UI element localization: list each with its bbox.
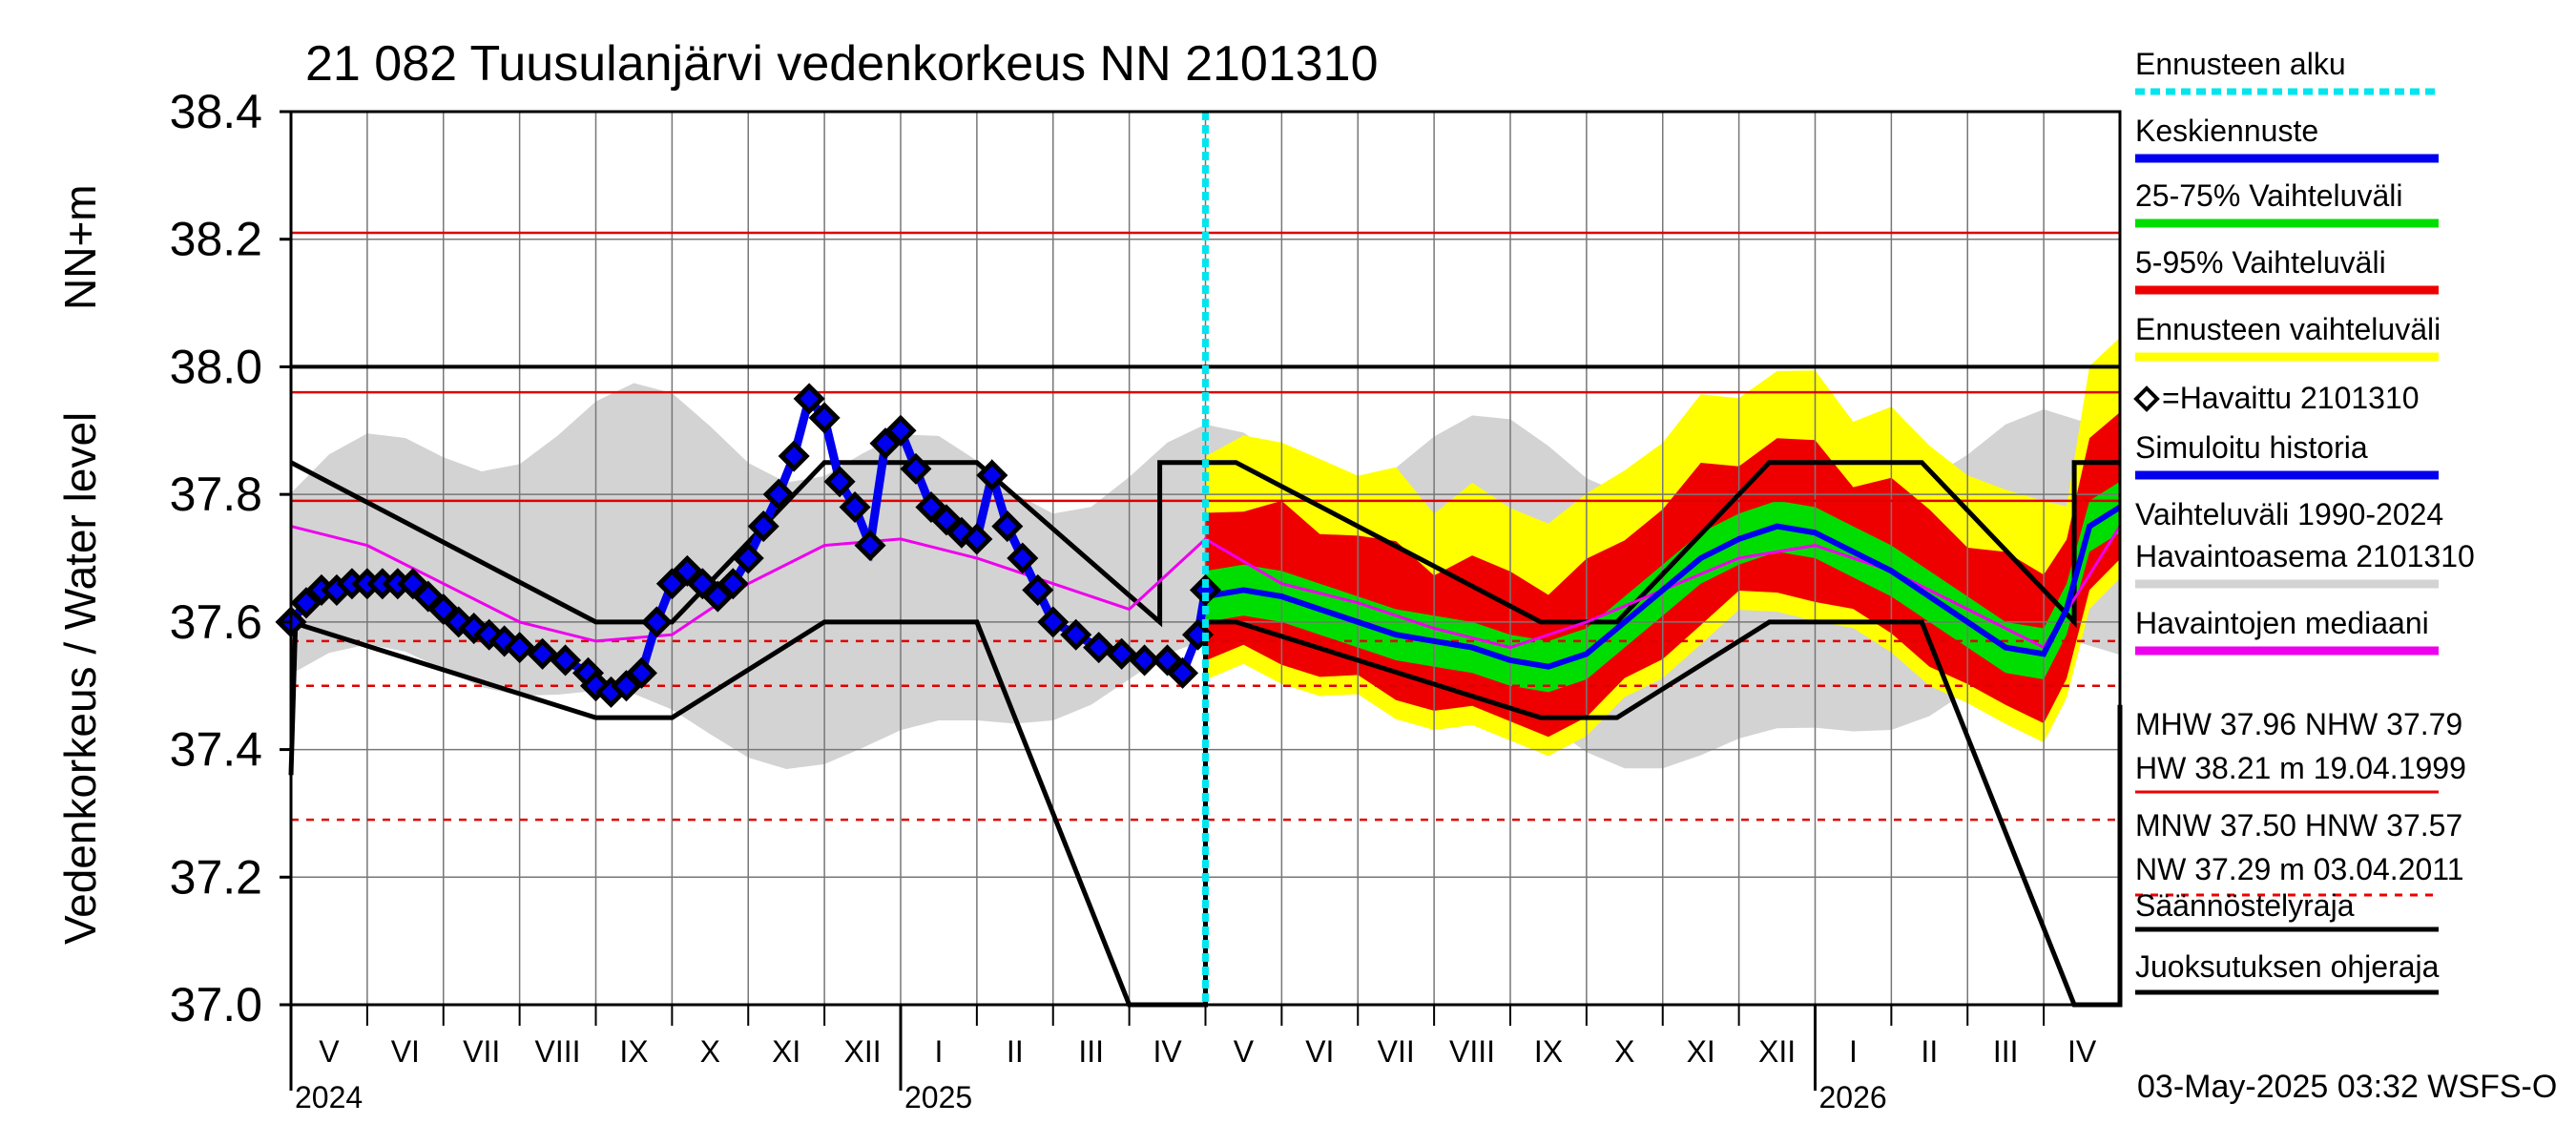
observed-point xyxy=(1060,618,1092,651)
x-month-label: III xyxy=(1078,1034,1104,1069)
legend-label: =Havaittu 2101310 xyxy=(2162,381,2420,415)
observed-point xyxy=(550,644,582,677)
legend: Ennusteen alku Keskiennuste 25-75% Vaihtel… xyxy=(2133,47,2475,995)
observed-point xyxy=(884,414,917,447)
y-axis-label: Vedenkorkeus / Water level xyxy=(55,412,105,945)
observed-point xyxy=(458,613,490,645)
regulation-limit-upper xyxy=(289,460,2120,629)
x-month-label: I xyxy=(934,1034,943,1069)
x-month-label: V xyxy=(319,1034,340,1069)
observed-point xyxy=(961,523,993,555)
y-tick-label: 37.4 xyxy=(170,723,262,777)
x-month-label: VII xyxy=(463,1034,500,1069)
legend-label: HW 38.21 m 19.04.1999 xyxy=(2135,751,2466,785)
legend-label: Havaintojen mediaani xyxy=(2135,606,2429,640)
observed-point xyxy=(839,490,871,524)
y-tick-label: 37.0 xyxy=(170,978,262,1031)
legend-label: Ennusteen vaihteluväli xyxy=(2135,312,2441,346)
observed-point xyxy=(473,618,506,651)
x-month-label: IX xyxy=(1534,1034,1563,1069)
legend-label: Vaihteluväli 1990-2024 xyxy=(2135,497,2443,531)
x-month-label: X xyxy=(700,1034,720,1069)
axes: 37.037.237.437.637.838.038.238.4V VI VII VI… xyxy=(170,85,2097,1114)
observed-point xyxy=(854,530,886,562)
legend-label: Havaintoasema 2101310 xyxy=(2135,539,2475,573)
observed-point xyxy=(1022,573,1054,606)
observed-point xyxy=(717,568,749,600)
legend-label: 5-95% Vaihteluväli xyxy=(2135,245,2386,280)
x-month-label: II xyxy=(1007,1034,1024,1069)
x-month-label: VIII xyxy=(1449,1034,1495,1069)
legend-label: Ennusteen alku xyxy=(2135,47,2346,81)
legend-label: NW 37.29 m 03.04.2011 xyxy=(2135,852,2464,886)
footer-timestamp: 03-May-2025 03:32 WSFS-O xyxy=(2137,1069,2557,1105)
observed-point xyxy=(976,459,1008,491)
x-year-label: 2025 xyxy=(904,1080,972,1114)
x-month-label: IV xyxy=(2067,1034,2097,1069)
observed-point xyxy=(793,383,825,415)
x-month-label: I xyxy=(1849,1034,1858,1069)
y-tick-label: 38.0 xyxy=(170,340,262,393)
observed-point xyxy=(778,440,810,472)
y-axis-unit-label: NN+m xyxy=(55,184,105,310)
x-month-label: V xyxy=(1234,1034,1255,1069)
x-month-label: III xyxy=(1993,1034,2019,1069)
observed-point xyxy=(625,656,657,689)
x-month-label: IV xyxy=(1153,1034,1182,1069)
observed-point xyxy=(1007,542,1039,574)
observed-point xyxy=(747,510,779,543)
legend-label: Keskiennuste xyxy=(2135,114,2318,148)
x-year-label: 2024 xyxy=(295,1080,363,1114)
observed-point xyxy=(1106,637,1138,670)
x-month-label: IX xyxy=(619,1034,648,1069)
observed-point xyxy=(1083,632,1115,664)
observed-point xyxy=(732,542,764,574)
observed-point xyxy=(527,637,559,670)
x-month-label: VI xyxy=(1305,1034,1334,1069)
y-tick-label: 37.8 xyxy=(170,468,262,521)
observed-point xyxy=(991,510,1024,543)
x-month-label: XI xyxy=(772,1034,800,1069)
x-month-label: X xyxy=(1614,1034,1634,1069)
observed-point xyxy=(640,606,673,638)
x-month-label: VI xyxy=(391,1034,420,1069)
y-tick-label: 37.2 xyxy=(170,850,262,904)
data-series xyxy=(275,383,2122,708)
y-tick-label: 38.4 xyxy=(170,85,262,138)
x-month-label: XII xyxy=(1758,1034,1796,1069)
x-month-label: II xyxy=(1921,1034,1938,1069)
x-year-label: 2026 xyxy=(1819,1080,1887,1114)
observed-point xyxy=(1037,606,1070,638)
regulation-limit-lower xyxy=(290,619,2123,1008)
observed-point xyxy=(900,452,932,485)
forecast-mean-line xyxy=(1205,504,2122,670)
y-tick-label: 38.2 xyxy=(170,213,262,266)
observed-point xyxy=(808,402,841,434)
y-tick-label: 37.6 xyxy=(170,595,262,649)
median-line xyxy=(290,525,2122,650)
observed-point xyxy=(1167,656,1199,689)
legend-marker xyxy=(2133,385,2160,412)
legend-label: Juoksutuksen ohjeraja xyxy=(2135,949,2440,984)
observed-point xyxy=(1129,644,1161,677)
observed-point xyxy=(504,632,536,664)
legend-label: 25-75% Vaihteluväli xyxy=(2135,178,2402,213)
x-month-label: VIII xyxy=(535,1034,581,1069)
legend-label: MHW 37.96 NHW 37.79 xyxy=(2135,707,2462,741)
observed-point xyxy=(823,466,856,498)
x-month-label: VII xyxy=(1378,1034,1415,1069)
observed-point xyxy=(762,478,795,510)
legend-label: Säännöstelyraja xyxy=(2135,888,2355,923)
legend-label: Simuloitu historia xyxy=(2135,430,2368,465)
legend-label: MNW 37.50 HNW 37.57 xyxy=(2135,808,2462,843)
chart-title: 21 082 Tuusulanjärvi vedenkorkeus NN 210… xyxy=(305,36,1379,92)
x-month-label: XI xyxy=(1687,1034,1715,1069)
observed-point xyxy=(1189,573,1222,606)
x-month-label: XII xyxy=(844,1034,882,1069)
